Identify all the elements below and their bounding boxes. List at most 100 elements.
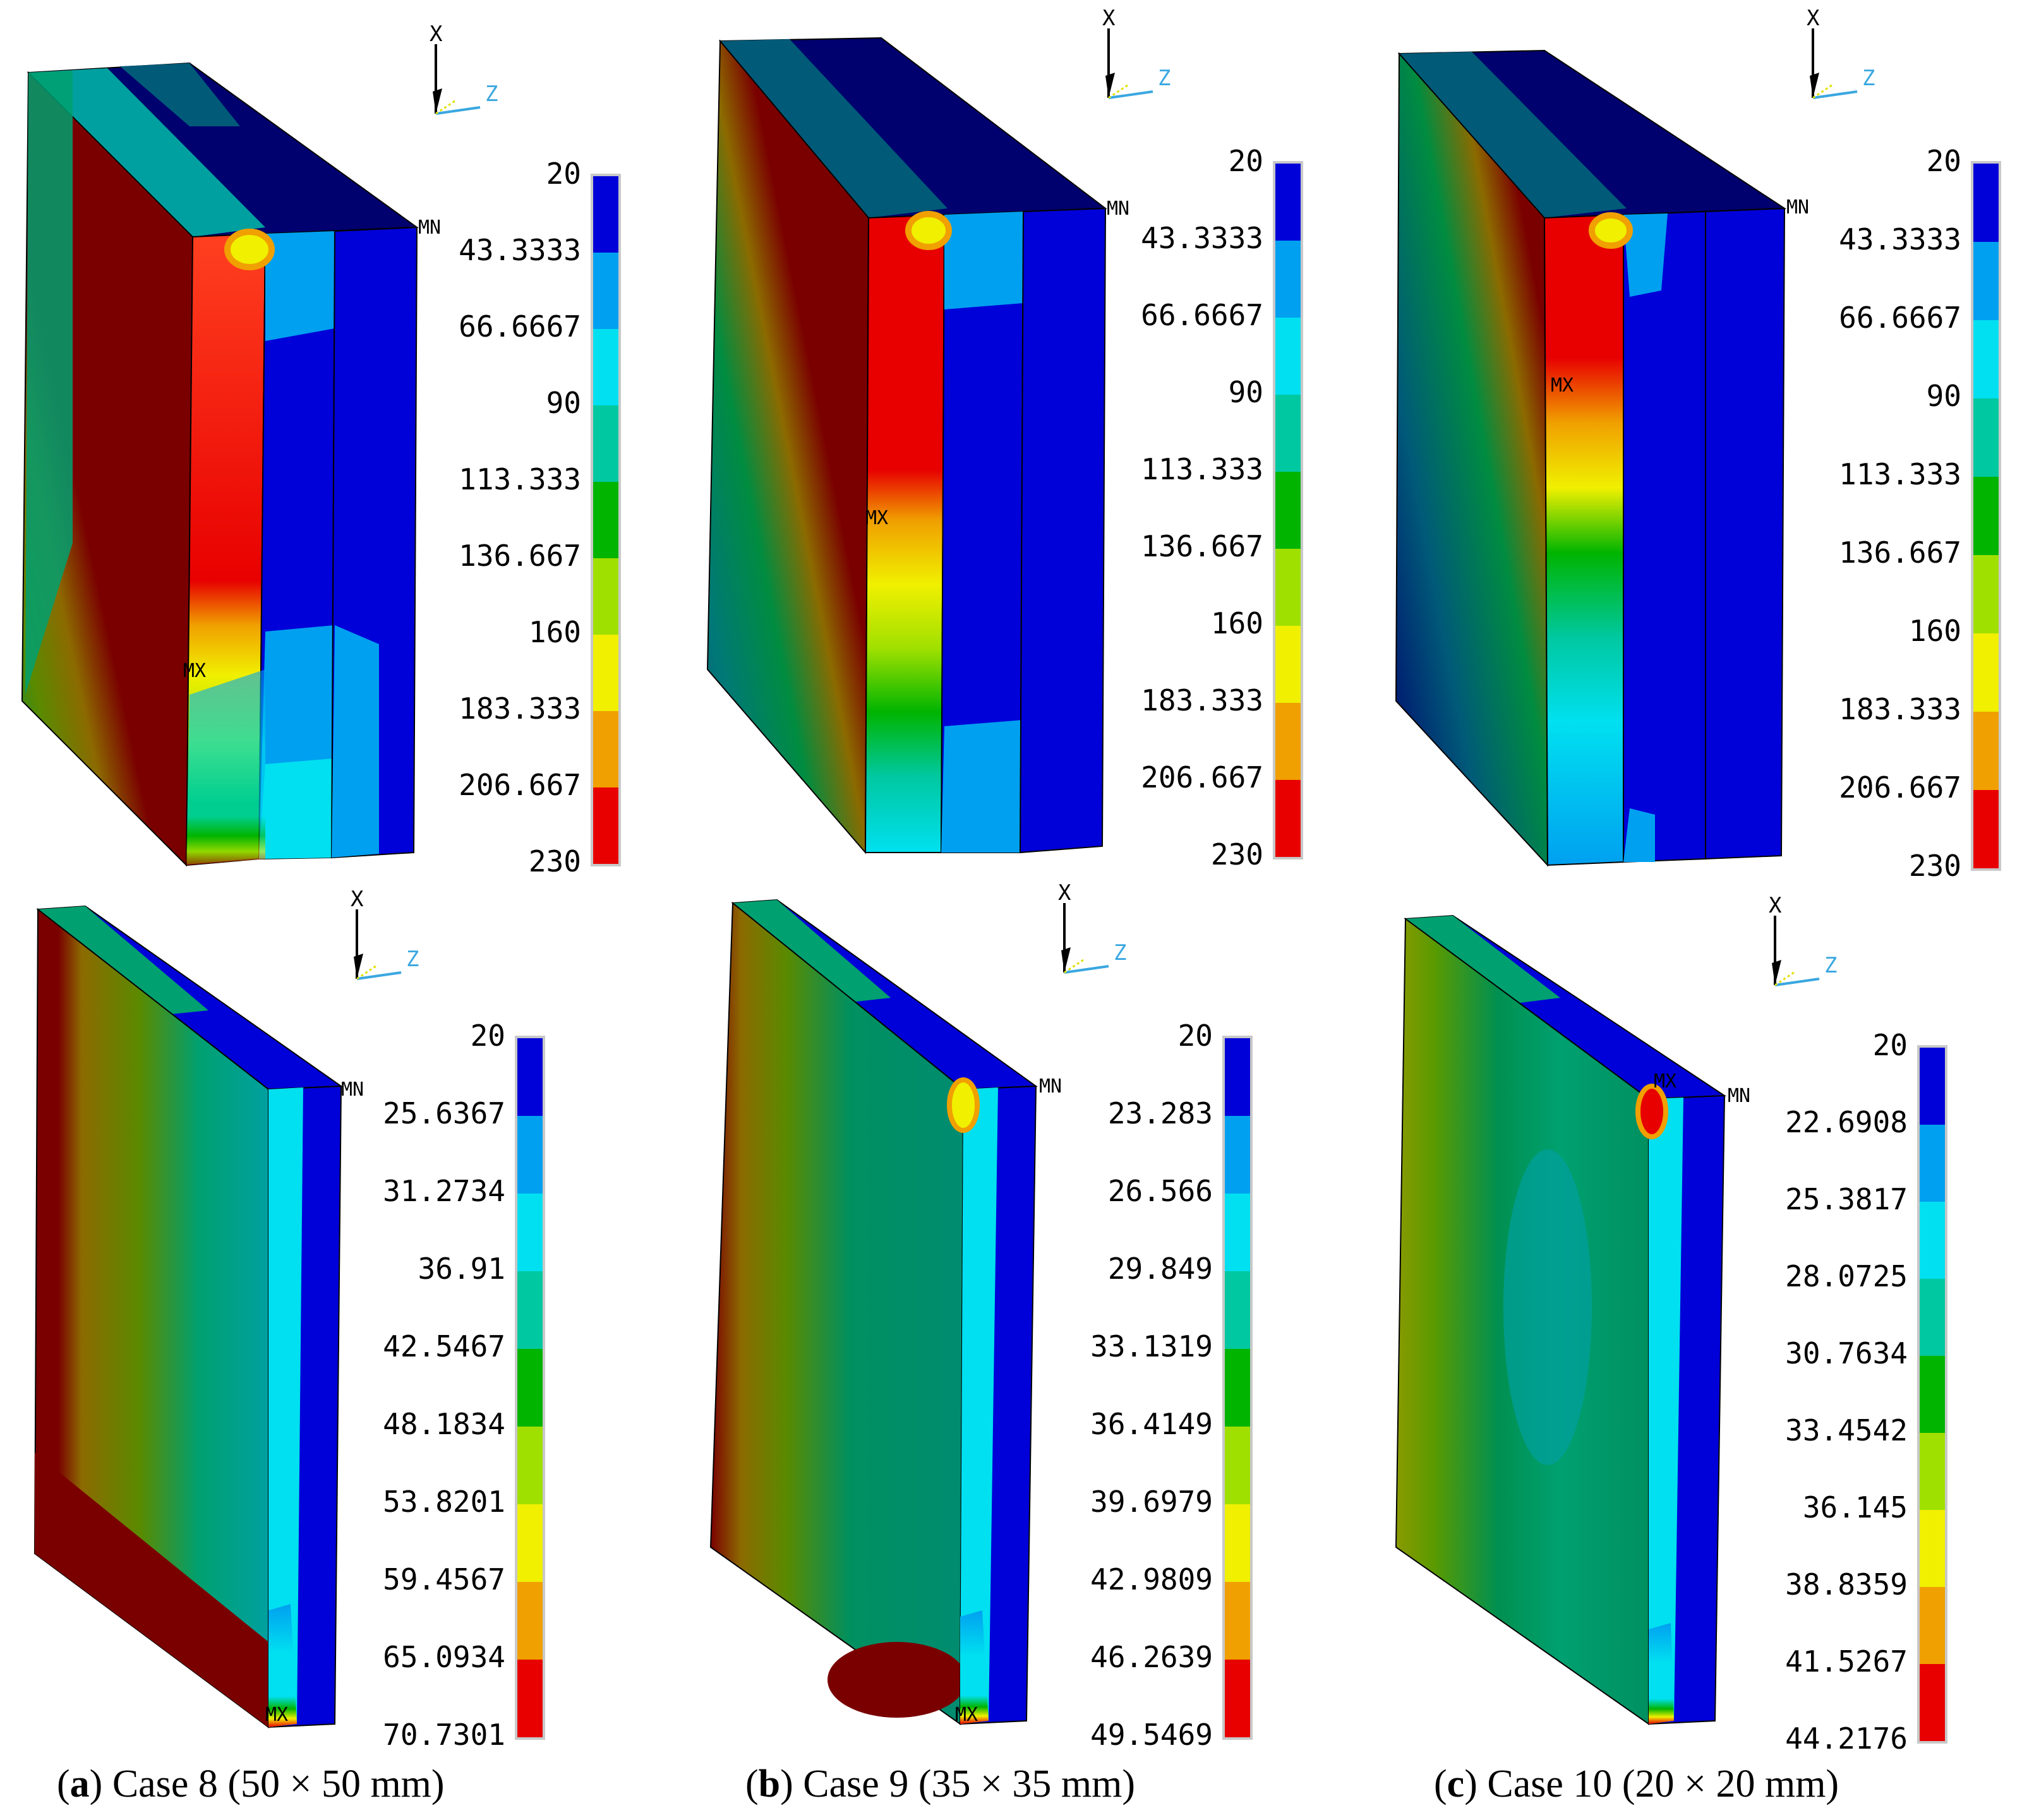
svg-text:Z: Z bbox=[1158, 66, 1170, 91]
model-b-bottom-geometry: MX MN bbox=[709, 899, 1062, 1726]
legend-color-segment bbox=[517, 1349, 543, 1427]
legend-color-segment bbox=[1973, 555, 1999, 633]
legend-tick-label: 26.566 bbox=[1107, 1174, 1213, 1208]
legend-color-segment bbox=[593, 558, 618, 635]
legend-tick-label: 28.0725 bbox=[1785, 1259, 1908, 1293]
legend-color-segment bbox=[517, 1038, 543, 1116]
min-marker-a-top: MN bbox=[418, 217, 441, 239]
legend-tick-label: 48.1834 bbox=[383, 1407, 505, 1441]
legend-tick-label: 44.2176 bbox=[1785, 1721, 1908, 1756]
legend-tick-label: 20 bbox=[1872, 1028, 1908, 1062]
legend-tick-label: 38.8359 bbox=[1785, 1567, 1908, 1601]
legend-color-segment bbox=[593, 787, 618, 864]
legend-tick-label: 53.8201 bbox=[383, 1485, 505, 1519]
legend-tick-label: 206.667 bbox=[1141, 760, 1263, 794]
legend-tick-label: 183.333 bbox=[1839, 692, 1961, 726]
legend-color-segment bbox=[517, 1271, 543, 1349]
svg-text:X: X bbox=[1102, 6, 1116, 31]
model-c-top-geometry: MX MN bbox=[1395, 49, 1809, 867]
model-a-bottom-geometry: MX MN bbox=[33, 905, 364, 1728]
svg-text:Z: Z bbox=[1114, 940, 1126, 966]
legend-color-segment bbox=[1275, 472, 1301, 549]
legend-tick-label: 33.4542 bbox=[1785, 1413, 1908, 1447]
legend-tick-label: 66.6667 bbox=[1839, 301, 1961, 335]
legend-tick-label: 160 bbox=[1908, 614, 1961, 648]
legend-color-segment bbox=[1920, 1356, 1945, 1433]
model-b-top-geometry: MX MN bbox=[706, 37, 1129, 854]
caption-c: (c) Case 10 (20 × 20 mm) bbox=[1434, 1763, 1839, 1805]
legend-color-segment bbox=[1920, 1125, 1945, 1202]
legend-tick-label: 136.667 bbox=[1141, 529, 1263, 563]
svg-text:X: X bbox=[1058, 880, 1071, 906]
legend-tick-label: 20 bbox=[470, 1019, 505, 1053]
legend-tick-label: 183.333 bbox=[1141, 683, 1263, 717]
legend-colorbar bbox=[1222, 1036, 1253, 1740]
legend-tick-label: 43.3333 bbox=[459, 233, 581, 267]
legend-tick-label: 90 bbox=[546, 386, 581, 420]
legend-color-segment bbox=[1973, 320, 1999, 398]
legend-tick-label: 42.9809 bbox=[1090, 1562, 1213, 1596]
legend-color-segment bbox=[1225, 1116, 1250, 1194]
legend-color-segment bbox=[1225, 1660, 1250, 1737]
legend-tick-label: 33.1319 bbox=[1090, 1329, 1213, 1363]
legend-tick-label: 31.2734 bbox=[383, 1174, 505, 1208]
legend-colorbar bbox=[1971, 161, 2001, 871]
legend-color-segment bbox=[593, 405, 618, 482]
legend-tick-label: 66.6667 bbox=[459, 309, 581, 344]
legend-color-segment bbox=[593, 482, 618, 558]
legend-tick-label: 39.6979 bbox=[1090, 1485, 1213, 1519]
legend-tick-label: 36.145 bbox=[1802, 1490, 1908, 1524]
legend-color-segment bbox=[1225, 1582, 1250, 1660]
legend-tick-label: 113.333 bbox=[459, 462, 581, 496]
svg-text:X: X bbox=[1769, 893, 1782, 918]
legend-tick-label: 36.4149 bbox=[1090, 1407, 1213, 1441]
legend-color-segment bbox=[1920, 1664, 1945, 1741]
legend-color-segment bbox=[593, 711, 618, 787]
legend-color-segment bbox=[1973, 633, 1999, 712]
legend-color-segment bbox=[517, 1504, 543, 1582]
legend-tick-label: 43.3333 bbox=[1839, 222, 1961, 256]
min-marker-c-top: MN bbox=[1786, 196, 1809, 219]
legend-color-segment bbox=[517, 1582, 543, 1660]
legend-colorbar bbox=[591, 174, 621, 866]
legend-tick-label: 206.667 bbox=[1839, 770, 1961, 805]
legend-colorbar bbox=[515, 1036, 545, 1740]
legend-tick-label: 70.7301 bbox=[383, 1718, 505, 1752]
svg-text:X: X bbox=[1807, 6, 1820, 31]
legend-color-segment bbox=[1920, 1433, 1945, 1510]
legend-tick-label: 43.3333 bbox=[1141, 221, 1263, 255]
legend-color-segment bbox=[517, 1116, 543, 1194]
legend-color-segment bbox=[1973, 242, 1999, 320]
legend-tick-label: 160 bbox=[528, 615, 581, 649]
legend-tick-label: 59.4567 bbox=[383, 1562, 505, 1596]
max-marker-a-bottom: MX bbox=[265, 1704, 288, 1726]
min-marker-b-top: MN bbox=[1107, 198, 1129, 220]
legend-tick-label: 230 bbox=[1908, 849, 1961, 883]
legend-tick-label: 66.6667 bbox=[1141, 298, 1263, 332]
legend-color-segment bbox=[1275, 318, 1301, 395]
max-marker-c-top: MX bbox=[1551, 374, 1574, 397]
legend-tick-label: 113.333 bbox=[1839, 457, 1961, 491]
legend-tick-label: 20 bbox=[1926, 144, 1961, 178]
legend-color-segment bbox=[1225, 1271, 1250, 1349]
legend-color-segment bbox=[1275, 241, 1301, 318]
legend-tick-label: 90 bbox=[1228, 375, 1263, 409]
min-marker-a-bottom: MN bbox=[341, 1079, 364, 1101]
legend-color-segment bbox=[1920, 1587, 1945, 1664]
max-marker-a-top: MX bbox=[183, 660, 206, 682]
legend-color-segment bbox=[1225, 1427, 1250, 1504]
legend-color-segment bbox=[1275, 626, 1301, 703]
legend-tick-label: 20 bbox=[1228, 144, 1263, 178]
legend-color-segment bbox=[1225, 1349, 1250, 1427]
svg-text:Z: Z bbox=[406, 947, 419, 972]
legend-color-segment bbox=[1275, 780, 1301, 857]
legend-tick-label: 20 bbox=[1177, 1019, 1213, 1053]
svg-text:Z: Z bbox=[485, 81, 498, 107]
legend-color-segment bbox=[1973, 164, 1999, 242]
legend-tick-label: 49.5469 bbox=[1090, 1718, 1213, 1752]
model-c-bottom-geometry: MX MN bbox=[1395, 914, 1750, 1725]
legend-color-segment bbox=[1920, 1510, 1945, 1587]
legend-tick-label: 20 bbox=[546, 157, 581, 191]
max-marker-b-top: MX bbox=[865, 507, 888, 529]
caption-b: (b) Case 9 (35 × 35 mm) bbox=[745, 1763, 1136, 1805]
